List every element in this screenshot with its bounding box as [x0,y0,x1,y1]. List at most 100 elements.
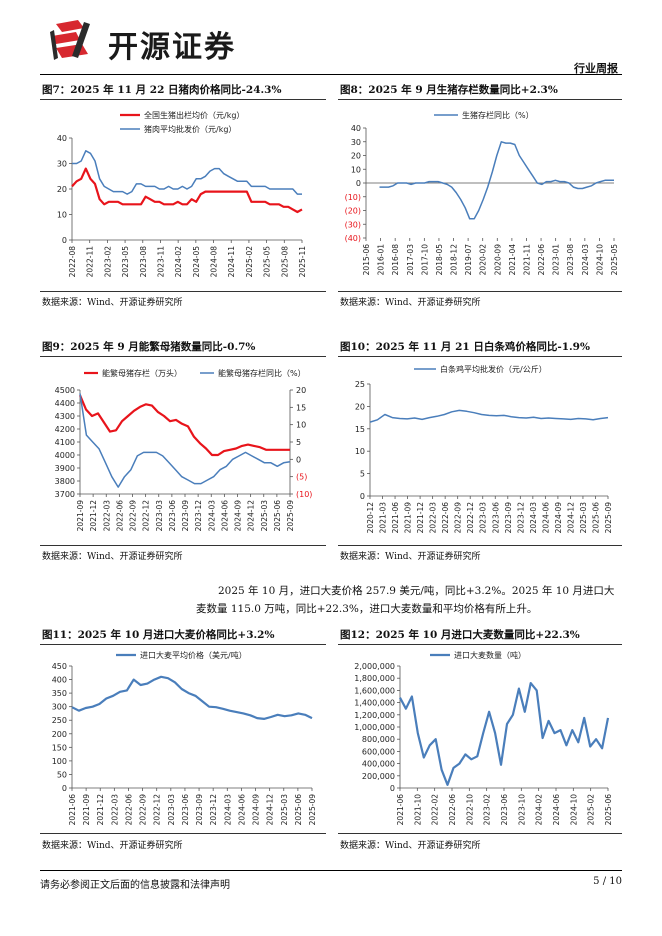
fig8-ytick-label: 40 [351,124,361,133]
fig11-xtick-label: 2022-06 [124,794,133,826]
fig10-xtick-label: 2023-09 [504,502,513,534]
fig10-xtick-label: 2021-03 [379,502,388,534]
fig12-ytick-label: 1,600,000 [354,686,395,695]
fig9-series-2-line [79,393,291,488]
fig7-xtick-label: 2023-05 [121,246,130,278]
fig12-ytick-label: 400,000 [362,760,395,769]
fig12-title-rule [338,644,622,645]
fig8-ytick-label: (40) [345,234,361,243]
fig9-ytick2-label: 15 [296,403,306,412]
paragraph-line-1: 2025 年 10 月，进口大麦价格 257.9 美元/吨，同比+3.2%。20… [218,585,615,597]
fig8-xtick-label: 2017-10 [420,244,429,276]
fig11-xtick-label: 2025-09 [308,794,317,826]
fig12-legend-label-1: 进口大麦数量（吨） [454,650,526,660]
fig11-source: 数据来源：Wind、开源证券研究所 [42,841,183,851]
fig8-xtick-label: 2022-06 [537,244,546,276]
fig8-xtick-label: 2017-03 [406,244,415,276]
fig11-xtick-label: 2024-12 [266,794,275,826]
fig12-ytick-label: 200,000 [362,772,395,781]
fig11-xtick-label: 2022-09 [139,794,148,826]
fig8-ytick-label: 0 [356,179,361,188]
fig9-ytick-label: 4300 [55,412,75,421]
fig9-xtick-label: 2024-03 [207,500,216,532]
header-rule [40,74,622,75]
fig10-bottom-rule [338,545,622,546]
fig12-series-1-line [399,682,610,786]
fig12-xtick-label: 2024-10 [569,794,578,826]
fig11-xtick-label: 2022-12 [153,794,162,826]
fig7-ytick-label: 0 [62,236,67,245]
fig11-ytick-label: 50 [57,770,67,779]
fig9-xtick-label: 2023-03 [155,500,164,532]
fig9-title-rule [40,356,326,357]
fig8-ytick-label: 20 [351,152,361,161]
fig9-xtick-label: 2025-03 [260,500,269,532]
fig11-xtick-label: 2021-06 [68,794,77,826]
footer-disclaimer: 请务必参阅正文后面的信息披露和法律声明 [40,880,230,891]
fig7-xtick-label: 2024-11 [227,246,236,278]
fig9-ytick2-label: (5) [296,473,307,482]
fig9-series-1-line [78,394,290,457]
fig12-ytick-label: 800,000 [362,735,395,744]
fig8-ytick-label: 30 [351,138,361,147]
fig10-xtick-label: 2020-12 [366,502,375,534]
fig8-ytick-label: (10) [345,193,361,202]
fig7-ytick-label: 10 [57,211,67,220]
fig9-ytick-label: 4400 [55,399,75,408]
fig12-title: 图12：2025 年 10 月进口大麦数量同比+22.3% [340,629,580,641]
fig8-title-rule [338,99,622,100]
fig11-ytick-label: 450 [52,662,67,671]
fig11-bottom-rule [40,833,326,834]
fig10-xtick-label: 2023-03 [479,502,488,534]
fig8-source: 数据来源：Wind、开源证券研究所 [340,298,481,308]
fig9-xtick-label: 2023-09 [181,500,190,532]
fig10-ytick-label: 5 [360,470,365,479]
fig8-xtick-label: 2025-05 [610,244,619,276]
fig12-xtick-label: 2023-02 [483,794,492,826]
fig9-xtick-label: 2022-06 [115,500,124,532]
logo-text: 开源证券 [108,30,236,65]
fig7-source: 数据来源：Wind、开源证券研究所 [42,298,183,308]
fig12-ytick-label: 1,400,000 [354,699,395,708]
fig9-xtick-label: 2024-06 [220,500,229,532]
fig8-xtick-label: 2020-02 [479,244,488,276]
fig9-ytick2-label: 0 [296,455,301,464]
fig7-series-1-line [71,167,303,214]
fig12-bottom-rule [338,833,622,834]
fig7-xtick-label: 2025-08 [280,246,289,278]
fig9-legend-label-2: 能繁母猪存栏同比（%） [218,368,306,378]
fig9-source: 数据来源：Wind、开源证券研究所 [42,552,183,562]
fig9-chart: 3700 3800 3900 4000 4100 4200 4300 4400 4500 (10)… [55,368,313,532]
fig8-xtick-label: 2016-01 [377,244,386,276]
fig12-ytick-label: 2,000,000 [354,662,395,671]
fig9-xtick-label: 2022-09 [129,500,138,532]
fig7-xtick-label: 2023-08 [139,246,148,278]
fig11-xtick-label: 2021-12 [96,794,105,826]
fig10-xtick-label: 2021-09 [404,502,413,534]
fig11-xtick-label: 2025-06 [294,794,303,826]
fig11-xtick-label: 2023-06 [181,794,190,826]
fig8-xtick-label: 2020-09 [493,244,502,276]
fig10-ytick-label: 20 [355,402,365,411]
fig9-ytick-label: 4100 [55,438,75,447]
fig9-ytick-label: 3800 [55,477,75,486]
fig10-source: 数据来源：Wind、开源证券研究所 [340,552,481,562]
fig8-xtick-label: 2024-03 [581,244,590,276]
fig8-ytick-label: (20) [345,207,361,216]
fig11-chart: 0 50 100 150 200 250 300 350 400 450 2021-06 2021-0… [52,650,317,826]
fig11-ytick-label: 400 [52,676,67,685]
fig11-ytick-label: 0 [62,784,67,793]
fig9-ytick-label: 3700 [55,490,75,499]
company-logo [50,20,90,60]
logo-mark-icon [50,20,90,60]
fig8-xtick-label: 2023-08 [566,244,575,276]
fig7-series-2-line [72,150,302,195]
fig10-xtick-label: 2024-12 [566,502,575,534]
fig10-ytick-label: 15 [355,425,365,434]
fig10-xtick-label: 2025-03 [579,502,588,534]
fig10-ytick-label: 25 [355,380,365,389]
fig12-xtick-label: 2025-06 [604,794,613,826]
fig8-chart: (40) (30) (20) (10) 0 10 20 30 40 2015-06 2016-01 2… [345,110,619,276]
fig8-xtick-label: 2015-06 [362,244,371,276]
